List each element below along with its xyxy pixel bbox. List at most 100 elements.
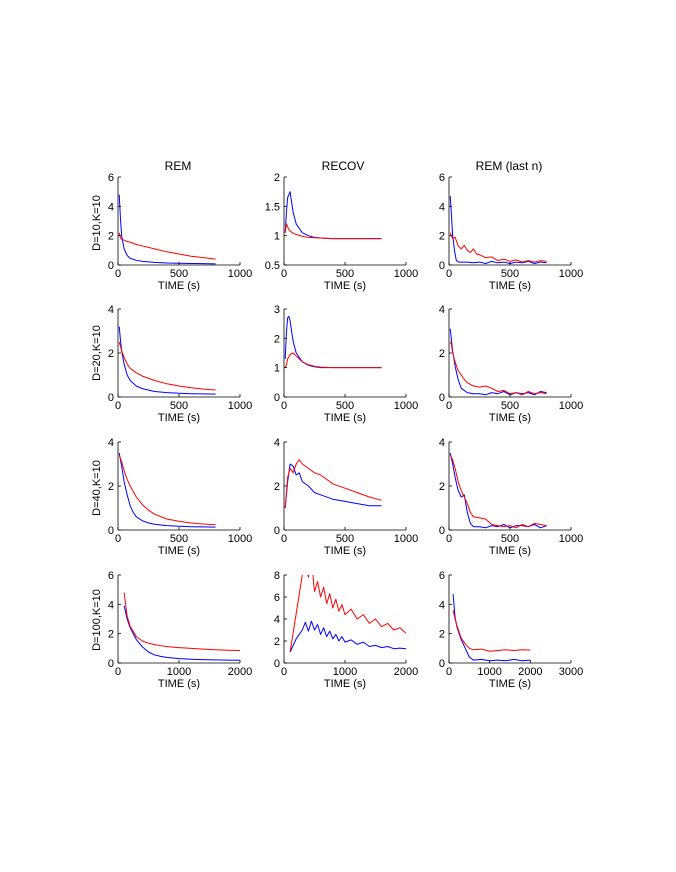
- y-tick-label: 0: [108, 392, 114, 404]
- x-tick-label: 1000: [228, 533, 252, 545]
- y-tick-label: 2: [439, 231, 445, 243]
- row-title-d20: D=20,K=10: [91, 325, 103, 381]
- x-axis-label: TIME (s): [158, 545, 200, 557]
- x-tick-label: 1000: [559, 533, 583, 545]
- y-tick-label: 4: [274, 614, 280, 626]
- x-tick-label: 500: [501, 533, 519, 545]
- x-axis-label: TIME (s): [324, 412, 366, 424]
- series-line-red: [289, 575, 406, 653]
- y-tick-label: 0: [439, 525, 445, 537]
- y-tick-label: 2: [274, 481, 280, 493]
- row-title-d100: D=100,K=10: [91, 589, 103, 651]
- series-line-red: [284, 459, 382, 509]
- row-titles: D=10,K=10 D=20,K=10 D=40,K=10 D=100,K=10: [91, 195, 103, 651]
- x-tick-label: 1000: [477, 666, 501, 678]
- series-line-red: [118, 232, 216, 260]
- y-tick-label: 4: [108, 437, 114, 449]
- column-title-rem-last-n: REM (last n): [476, 159, 543, 173]
- panel-r1-c2: 0 500 1000 0 2 4 TIME (s): [439, 304, 583, 424]
- column-title-rem: REM: [165, 159, 192, 173]
- panel-r0-c1: 0 500 1000 0.5 1 1.5 2 TIME (s): [265, 172, 419, 292]
- series-line-red: [449, 232, 547, 263]
- series-line-red: [284, 352, 382, 369]
- panel-r2-c2: 0 500 1000 0 2 4 TIME (s): [439, 437, 583, 557]
- x-tick-label: 0: [281, 666, 287, 678]
- x-axis-label: TIME (s): [324, 678, 366, 690]
- x-axis-label: TIME (s): [158, 678, 200, 690]
- x-tick-label: 500: [170, 268, 188, 280]
- x-tick-label: 2000: [228, 666, 252, 678]
- y-tick-label: 2: [274, 636, 280, 648]
- y-tick-label: 0: [439, 260, 445, 272]
- y-tick-label: 3: [274, 304, 280, 316]
- row-title-d10: D=10,K=10: [91, 195, 103, 251]
- x-tick-label: 3000: [559, 666, 583, 678]
- x-tick-label: 500: [501, 268, 519, 280]
- y-tick-label: 0: [274, 392, 280, 404]
- x-tick-label: 1000: [394, 268, 418, 280]
- x-tick-label: 0: [446, 268, 452, 280]
- x-tick-label: 1000: [394, 533, 418, 545]
- series-line-blue: [118, 194, 216, 265]
- x-tick-label: 500: [501, 400, 519, 412]
- column-titles: REM RECOV REM (last n): [165, 159, 543, 173]
- x-axis-label: TIME (s): [489, 280, 531, 292]
- x-axis-label: TIME (s): [158, 412, 200, 424]
- y-tick-label: 6: [274, 592, 280, 604]
- y-tick-label: 0.5: [265, 260, 280, 272]
- column-title-recov: RECOV: [322, 159, 365, 173]
- series-line-red: [118, 455, 216, 526]
- x-tick-label: 0: [115, 666, 121, 678]
- y-tick-label: 4: [439, 304, 445, 316]
- x-tick-label: 1000: [394, 400, 418, 412]
- series-line-blue: [123, 605, 240, 661]
- y-tick-label: 4: [439, 201, 445, 213]
- x-tick-label: 0: [281, 268, 287, 280]
- series-line-blue: [289, 620, 406, 653]
- x-tick-label: 0: [115, 268, 121, 280]
- y-tick-label: 0: [108, 525, 114, 537]
- y-tick-label: 6: [108, 172, 114, 184]
- panel-r0-c0: 0 500 1000 0 2 4 6 TIME (s): [108, 172, 252, 292]
- x-tick-label: 0: [115, 533, 121, 545]
- series-line-blue: [284, 463, 382, 509]
- y-tick-label: 2: [439, 348, 445, 360]
- x-tick-label: 1000: [559, 268, 583, 280]
- y-tick-label: 4: [108, 304, 114, 316]
- series-line-red: [449, 341, 547, 396]
- panel-r3-c1: 0 1000 2000 0 2 4 6 8 TIME (s): [274, 570, 418, 690]
- series-line-red: [123, 592, 240, 652]
- panel-r2-c1: 0 500 1000 0 2 4 TIME (s): [274, 437, 418, 557]
- series-line-red: [452, 610, 531, 652]
- y-tick-label: 4: [108, 201, 114, 213]
- y-tick-label: 2: [439, 481, 445, 493]
- x-tick-label: 500: [170, 400, 188, 412]
- series-line-red: [118, 341, 216, 391]
- y-tick-label: 4: [274, 437, 280, 449]
- x-tick-label: 0: [281, 533, 287, 545]
- row-title-d40: D=40,K=10: [91, 460, 103, 516]
- y-tick-label: 2: [108, 481, 114, 493]
- x-tick-label: 500: [336, 268, 354, 280]
- x-axis-label: TIME (s): [324, 280, 366, 292]
- x-axis-label: TIME (s): [324, 545, 366, 557]
- x-axis-label: TIME (s): [158, 280, 200, 292]
- x-tick-label: 0: [281, 400, 287, 412]
- y-tick-label: 2: [274, 172, 280, 184]
- y-tick-label: 0: [274, 525, 280, 537]
- x-tick-label: 500: [336, 400, 354, 412]
- y-tick-label: 1: [274, 231, 280, 243]
- y-tick-label: 2: [108, 629, 114, 641]
- x-tick-label: 2000: [518, 666, 542, 678]
- x-axis-label: TIME (s): [489, 412, 531, 424]
- y-tick-label: 1.5: [265, 201, 280, 213]
- panel-r2-c0: 0 500 1000 0 2 4 TIME (s): [108, 437, 252, 557]
- panel-r3-c2: 0 1000 2000 3000 0 2 4 6 TIME (s): [439, 570, 583, 690]
- series-line-red: [449, 454, 547, 529]
- series-line-blue: [118, 452, 216, 528]
- y-tick-label: 1: [274, 363, 280, 375]
- series-line-blue: [449, 196, 547, 265]
- x-tick-label: 1000: [167, 666, 191, 678]
